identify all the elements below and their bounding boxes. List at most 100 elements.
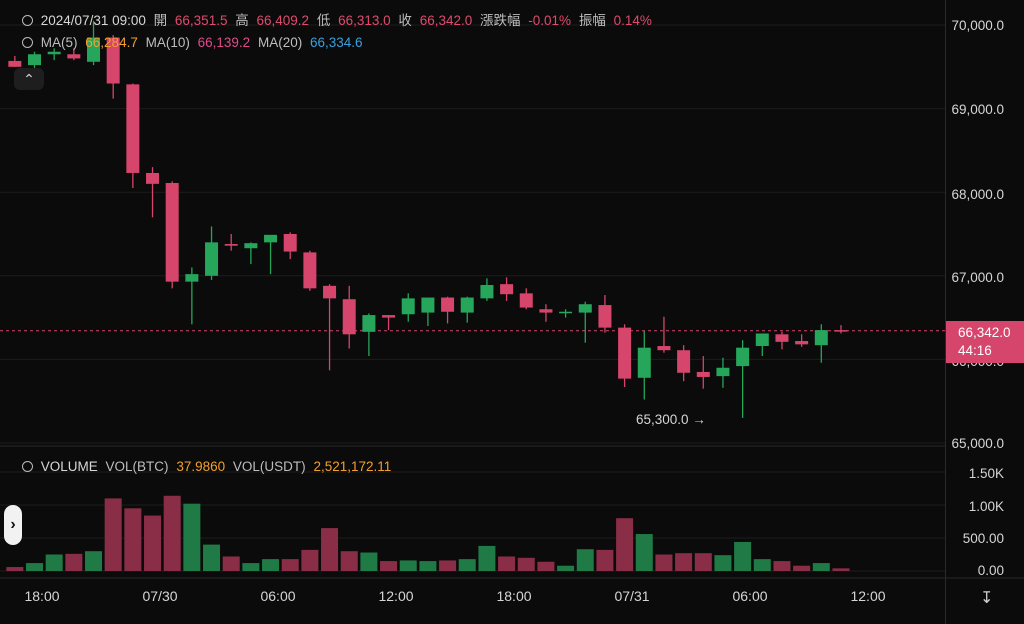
volume-bar — [498, 556, 516, 571]
volume-bar — [242, 563, 260, 571]
volume-bar — [635, 534, 653, 571]
open-label: 開 — [153, 13, 168, 28]
volume-bar — [65, 553, 83, 571]
change-value: -0.01% — [528, 13, 572, 28]
volume-header: VOLUME VOL(BTC) 37.9860 VOL(USDT) 2,521,… — [22, 459, 395, 474]
candle-body — [716, 367, 730, 377]
volume-bar — [714, 555, 732, 571]
eye-icon[interactable] — [22, 37, 33, 48]
ma20-label: MA(20) — [257, 35, 303, 50]
volume-bar — [812, 563, 830, 571]
volume-bar — [537, 561, 555, 571]
ma10-label: MA(10) — [145, 35, 190, 50]
candle-body — [677, 350, 691, 373]
volume-bar — [203, 544, 221, 571]
current-price-tag: 66,342.0 44:16 — [946, 321, 1024, 363]
vol-usdt-label: VOL(USDT) — [232, 459, 306, 474]
time-tick: 06:00 — [260, 588, 296, 604]
open-value: 66,351.5 — [174, 13, 228, 28]
candle-body — [264, 234, 278, 243]
axis-separator — [945, 0, 946, 624]
volume-bar — [104, 498, 122, 571]
candle-body — [460, 297, 474, 313]
time-tick: 07/31 — [614, 588, 650, 604]
candle-body — [165, 183, 179, 282]
candle-body — [8, 60, 22, 67]
candle-body — [146, 172, 160, 184]
volume-bar — [262, 559, 280, 571]
current-price: 66,342.0 — [958, 325, 1011, 340]
volume-bar — [675, 553, 693, 571]
eye-icon[interactable] — [22, 461, 33, 472]
volume-bar — [6, 567, 24, 571]
candle-body — [382, 315, 396, 318]
time-tick: 12:00 — [378, 588, 414, 604]
ma-header: MA(5) 66,284.7 MA(10) 66,139.2 MA(20) 66… — [22, 35, 367, 50]
volume-bar — [773, 561, 791, 571]
volume-bar — [793, 565, 811, 571]
vol-btc-value: 37.9860 — [176, 459, 226, 474]
volume-bar — [124, 508, 142, 571]
candle-body — [519, 293, 533, 308]
candle-body — [814, 330, 828, 346]
price-tick: 70,000.0 — [951, 18, 1004, 33]
ma5-label: MA(5) — [40, 35, 78, 50]
low-label: 低 — [316, 13, 331, 28]
candle-body — [755, 333, 769, 347]
candle-body — [283, 234, 297, 252]
price-tick: 68,000.0 — [951, 187, 1004, 202]
candle-body — [696, 371, 710, 377]
ma5-value: 66,284.7 — [85, 35, 138, 50]
change-label: 漲跌幅 — [480, 13, 521, 28]
time-tick: 06:00 — [732, 588, 768, 604]
candle-body — [421, 297, 435, 313]
collapse-indicators-button[interactable]: ⌃ — [14, 68, 44, 90]
candle-body — [618, 327, 632, 379]
volume-tick: 1.00K — [968, 499, 1004, 514]
candle-body — [834, 330, 848, 332]
volume-title: VOLUME — [40, 459, 98, 474]
time-tick: 12:00 — [850, 588, 886, 604]
candle-body — [637, 347, 651, 378]
ohlc-header: 2024/07/31 09:00 開 66,351.5 高 66,409.2 低… — [22, 9, 656, 29]
volume-bar — [734, 541, 752, 571]
low-annotation: 65,300.0 → — [636, 412, 706, 427]
volume-bar — [439, 560, 457, 571]
eye-icon[interactable] — [22, 15, 33, 26]
candle-body — [67, 54, 81, 59]
candle-body — [598, 305, 612, 328]
volume-bar — [616, 518, 634, 571]
candle-body — [205, 242, 219, 276]
volume-bar — [478, 545, 496, 571]
price-tick: 65,000.0 — [951, 436, 1004, 451]
volume-bar — [517, 557, 535, 571]
volume-bar — [557, 565, 575, 571]
candle-body — [342, 299, 356, 335]
volume-bar — [360, 552, 378, 571]
volume-bar — [596, 549, 614, 571]
candle-body — [441, 297, 455, 312]
time-tick: 07/30 — [142, 588, 178, 604]
candle-body — [657, 346, 671, 351]
candle-body — [224, 244, 238, 246]
high-label: 高 — [235, 13, 249, 28]
volume-bar — [694, 553, 712, 571]
volume-tick: 500.00 — [962, 531, 1004, 546]
amplitude-value: 0.14% — [613, 13, 652, 28]
volume-tick: 1.50K — [968, 466, 1004, 481]
volume-bar — [26, 563, 44, 571]
volume-tick: 0.00 — [977, 563, 1004, 578]
volume-bar — [85, 551, 103, 571]
expand-panel-button[interactable]: › — [4, 505, 22, 545]
volume-bar — [576, 549, 594, 571]
candle-body — [559, 311, 573, 314]
chevron-up-icon: ⌃ — [23, 71, 35, 87]
volume-bar — [340, 551, 358, 571]
volume-bar — [183, 503, 201, 571]
ma10-value: 66,139.2 — [197, 35, 251, 50]
candle-body — [47, 51, 61, 55]
auto-scale-icon[interactable]: ↧ — [980, 590, 994, 607]
volume-bar — [399, 560, 417, 571]
high-value: 66,409.2 — [256, 13, 310, 28]
